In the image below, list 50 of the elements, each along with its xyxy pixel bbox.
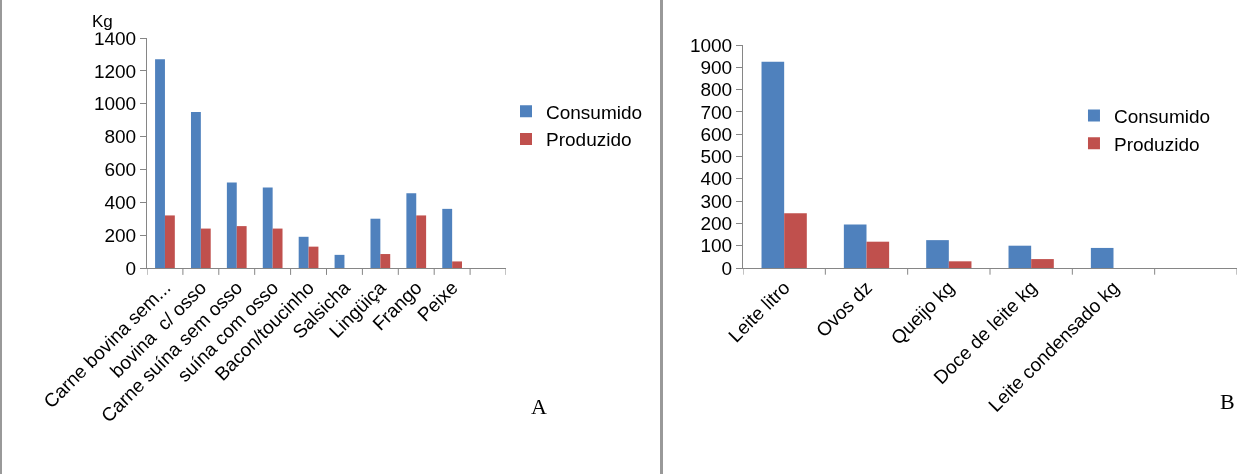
bar [416, 215, 427, 268]
bar [334, 254, 345, 268]
y-tick-label: 1000 [689, 34, 733, 56]
y-tick-label: 800 [104, 126, 137, 148]
y-tick-label: 600 [104, 159, 137, 181]
bar [1031, 259, 1054, 268]
y-tick-label: 900 [700, 56, 733, 78]
bar [843, 224, 867, 268]
bar [442, 208, 453, 268]
bar [452, 261, 463, 268]
bar [262, 187, 273, 268]
y-tick-label: 200 [700, 213, 733, 235]
bar [200, 228, 211, 268]
y-tick-label: 300 [700, 190, 733, 212]
bar [226, 182, 237, 268]
bar [272, 228, 283, 268]
bar [236, 226, 247, 268]
y-tick-label: 400 [104, 191, 137, 213]
text: A [531, 394, 547, 419]
y-tick-label: 700 [700, 101, 733, 123]
bar [866, 241, 890, 268]
y-tick-label: 0 [125, 257, 137, 279]
y-tick-label: 200 [104, 224, 137, 246]
bar [380, 254, 391, 268]
y-tick-label: 1000 [93, 93, 137, 115]
legend-label: Consumido [1113, 106, 1211, 127]
legend-label: Produzido [1113, 133, 1200, 155]
y-tick-label: 800 [700, 79, 733, 101]
y-tick-label: 400 [700, 168, 733, 190]
y-tick-label: 100 [700, 235, 733, 257]
legend-label: Consumido [546, 101, 643, 123]
bar [784, 213, 807, 268]
y-tick-label: 1200 [93, 60, 137, 82]
bar [308, 246, 319, 268]
legend-label: Produzido [546, 129, 632, 151]
text: B [1220, 389, 1235, 414]
bar [948, 261, 972, 268]
y-tick-label: 500 [700, 146, 733, 168]
bar [1090, 247, 1114, 268]
y-tick-label: 0 [721, 257, 733, 279]
bar [926, 240, 949, 268]
bar [1008, 245, 1032, 268]
bar [406, 193, 417, 268]
bar [155, 59, 165, 268]
bar [370, 218, 381, 268]
y-tick-label: 600 [700, 123, 733, 145]
bar [761, 61, 785, 268]
bar [298, 236, 309, 268]
bar [164, 215, 175, 268]
bar [190, 111, 201, 268]
